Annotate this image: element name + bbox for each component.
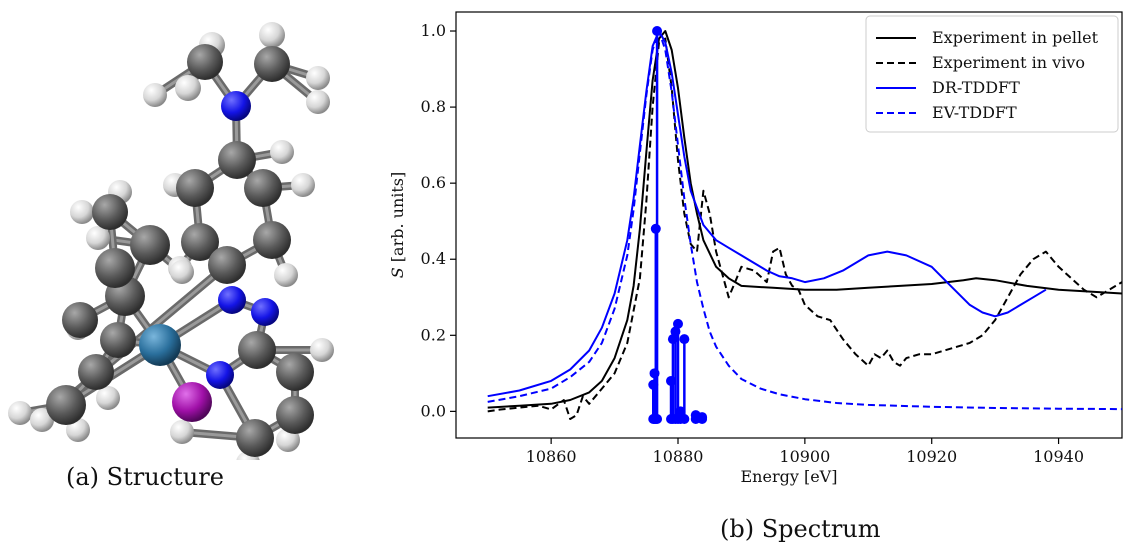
carbon-atom (92, 194, 128, 230)
carbon-atom (176, 169, 214, 207)
stick-spectrum (648, 26, 708, 424)
y-tick-label: 0.0 (421, 401, 446, 420)
legend: Experiment in pellet Experiment in vivo DR… (865, 15, 1119, 133)
hydrogen-atom (310, 338, 334, 362)
caption-structure: (a) Structure (66, 463, 224, 491)
hydrogen-atom (86, 226, 110, 250)
carbon-atom (253, 221, 291, 259)
hydrogen-atom (259, 22, 285, 48)
series-line-dr-tddft (487, 30, 1047, 398)
x-tick-label: 10880 (653, 447, 704, 466)
y-tick-label: 0.4 (421, 249, 446, 268)
transition-marker (673, 318, 683, 329)
y-tick-label: 0.8 (421, 97, 446, 116)
carbon-atom (187, 44, 223, 80)
hydrogen-atom (8, 401, 32, 425)
y-axis-ticks: 0.0 0.2 0.4 0.6 0.8 1.0 (421, 21, 456, 420)
nitrogen-atom (218, 286, 246, 314)
molecular-structure-figure (8, 22, 334, 460)
series-layer (487, 30, 1123, 420)
hydrogen-atom (30, 408, 54, 432)
x-axis-label: Energy [eV] (741, 467, 838, 486)
hydrogen-atom (270, 140, 294, 164)
plot-frame (455, 11, 1123, 439)
series-line-experiment-in-vivo (487, 37, 1123, 420)
legend-label: DR-TDDFT (932, 78, 1020, 97)
x-axis-ticks: 10860 10880 10900 10920 10940 (526, 438, 1084, 466)
legend-label: EV-TDDFT (932, 103, 1017, 122)
transition-base-marker (652, 413, 663, 424)
caption-spectrum: (b) Spectrum (720, 515, 881, 543)
hydrogen-atom (170, 420, 194, 444)
nitrogen-atom (251, 298, 279, 326)
x-tick-label: 10900 (779, 447, 830, 466)
transition-base-marker (679, 413, 690, 424)
carbon-atom (208, 246, 246, 284)
atom-set (8, 22, 334, 460)
y-tick-label: 0.6 (421, 173, 446, 192)
carbon-atom (78, 354, 114, 390)
hydrogen-atom (175, 75, 201, 101)
transition-base-marker (697, 413, 708, 424)
y-axis-label-units: [arb. units] (388, 172, 407, 268)
hydrogen-atom (306, 66, 330, 90)
x-tick-label: 10940 (1033, 447, 1084, 466)
carbon-atom (236, 419, 274, 457)
x-tick-label: 10860 (526, 447, 577, 466)
carbon-atom (276, 396, 314, 434)
transition-marker (650, 223, 661, 234)
carbon-atom (254, 46, 290, 82)
carbon-atom (276, 353, 314, 391)
hydrogen-atom (276, 428, 300, 452)
hydrogen-atom (70, 200, 94, 224)
transition-marker (652, 26, 663, 37)
hydrogen-atom (291, 173, 315, 197)
carbon-atom (95, 248, 135, 288)
carbon-atom (218, 141, 256, 179)
series-line-ev-tddft (487, 30, 1123, 411)
nitrogen-atom (206, 361, 234, 389)
carbon-atom (46, 385, 86, 425)
y-tick-label: 1.0 (421, 21, 446, 40)
legend-box (865, 15, 1119, 133)
carbon-atom (238, 331, 276, 369)
hydrogen-atom (274, 263, 298, 287)
hydrogen-atom (306, 90, 330, 114)
y-axis-label: S [arb. units] (388, 172, 407, 279)
hydrogen-atom (96, 386, 120, 410)
hydrogen-atom (143, 83, 167, 107)
halogen-atom (172, 382, 212, 422)
transition-marker (679, 334, 690, 345)
x-tick-label: 10920 (906, 447, 957, 466)
legend-label: Experiment in pellet (932, 28, 1099, 47)
y-axis-label-symbol: S (388, 267, 407, 278)
carbon-atom (130, 225, 170, 265)
hydrogen-atom (170, 260, 194, 284)
carbon-atom (62, 302, 98, 338)
carbon-atom (181, 223, 219, 261)
carbon-atom (244, 169, 282, 207)
metal-atom (139, 324, 181, 366)
legend-label: Experiment in vivo (932, 53, 1085, 72)
y-tick-label: 0.2 (421, 325, 446, 344)
transition-marker (675, 406, 686, 417)
nitrogen-atom (221, 91, 251, 121)
carbon-atom (100, 322, 136, 358)
